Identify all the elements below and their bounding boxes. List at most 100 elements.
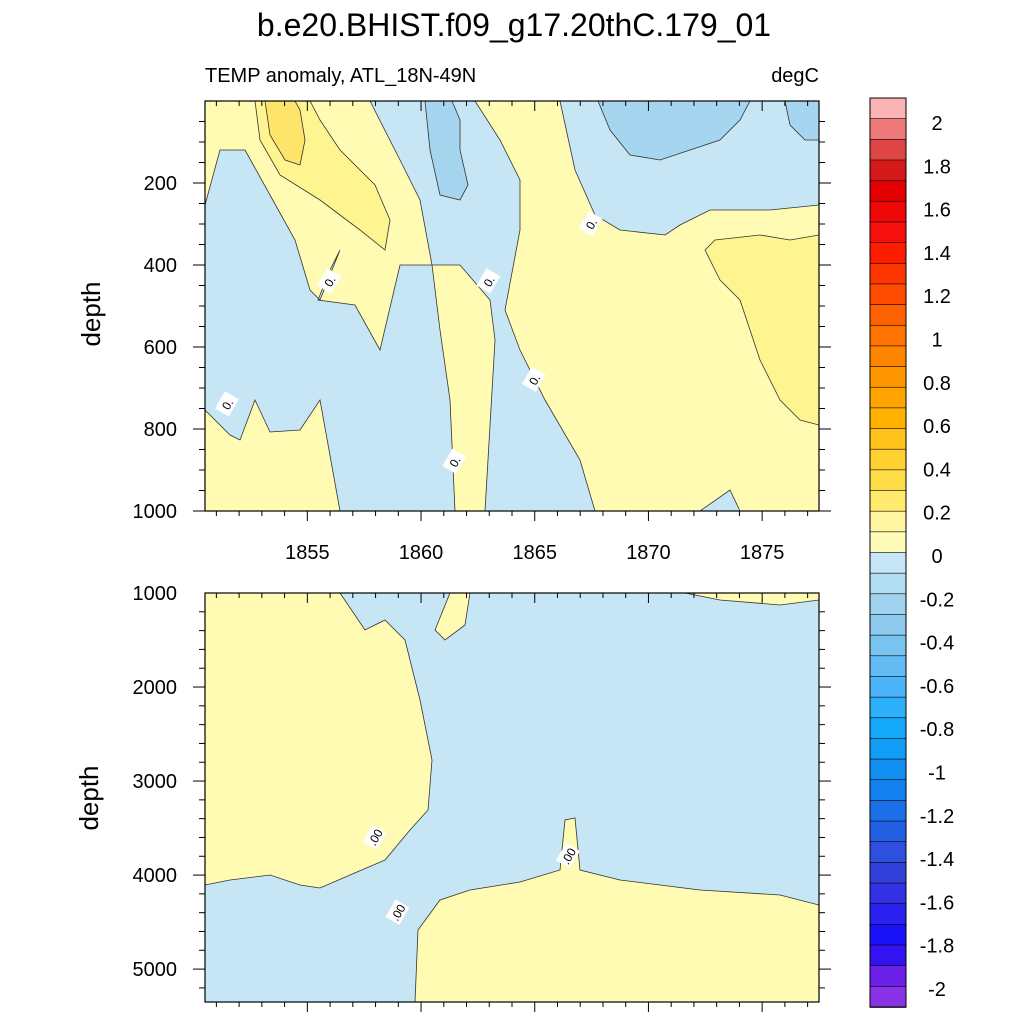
colorbar-cell (869, 593, 907, 616)
chart-subtitle-left: TEMP anomaly, ATL_18N-49N (205, 65, 476, 87)
colorbar-cell (869, 965, 907, 988)
lower-positive-region-east-top (595, 593, 819, 606)
upper-x-tick-label: 1855 (285, 542, 330, 564)
colorbar-label: -0.8 (920, 719, 954, 741)
upper-negative-mid-central (424, 101, 469, 201)
colorbar-cell (869, 366, 907, 389)
colorbar-cell (869, 469, 907, 492)
lower-y-tick-label: 1000 (133, 583, 178, 605)
upper-contour-label-box (214, 391, 239, 417)
lower-y-ticks: 1000 2000 3000 4000 5000 (133, 583, 831, 989)
colorbar-cell (869, 924, 907, 946)
upper-y-tick-label: 800 (144, 419, 177, 441)
colorbar-label: 1.8 (923, 156, 951, 178)
colorbar-label: 0.2 (923, 503, 951, 525)
colorbar-cell (869, 407, 907, 430)
colorbar-cell (869, 655, 907, 678)
colorbar-cell (869, 118, 907, 141)
upper-y-axis-label: depth (76, 281, 106, 346)
colorbar-label: 0.4 (923, 459, 951, 481)
upper-negative-region-west (205, 149, 456, 511)
lower-x-ticks (215, 593, 809, 1012)
colorbar-label: 0.6 (923, 416, 951, 438)
lower-y-axis-label: depth (74, 765, 104, 830)
colorbar-cell (869, 386, 907, 409)
chart-subtitle-right: degC (771, 65, 819, 87)
upper-x-tick-label: 1860 (399, 542, 444, 564)
colorbar-cell (869, 428, 907, 451)
colorbar-cell (869, 779, 907, 802)
colorbar-cell (869, 97, 907, 120)
colorbar-label: -0.4 (920, 633, 954, 655)
colorbar-label: -1.6 (920, 892, 954, 914)
upper-x-tick-label: 1865 (512, 542, 557, 564)
colorbar-cell (869, 242, 907, 265)
colorbar-label: 1 (931, 330, 942, 352)
upper-x-tick-label: 1875 (740, 542, 785, 564)
upper-negative-mid-east (597, 101, 751, 161)
colorbar-cell (869, 903, 907, 926)
upper-y-tick-label: 400 (144, 255, 177, 277)
colorbar-labels: 2 1.8 1.6 1.4 1.2 1 0.8 0.6 0.4 0.2 0 -0.2 -0.4 -0.6 -… (920, 113, 954, 1001)
colorbar-cell (869, 614, 907, 636)
colorbar-cell (869, 490, 907, 512)
colorbar-cell (869, 758, 907, 781)
colorbar-cell (869, 180, 907, 203)
colorbar-cell (869, 510, 907, 533)
colorbar-label: -2 (928, 979, 946, 1001)
upper-contour-labels: 0. 0.0.0.0.0. (214, 210, 603, 474)
upper-negative-bottom (699, 489, 741, 511)
colorbar-label: -1 (928, 763, 946, 785)
upper-y-tick-label: 600 (144, 337, 177, 359)
colorbar-label: 0 (931, 546, 942, 568)
colorbar-cell (869, 448, 907, 471)
lower-positive-region-notch (434, 593, 471, 641)
colorbar-cell (869, 283, 907, 306)
lower-y-tick-label: 2000 (133, 677, 178, 699)
colorbar-cell (869, 696, 907, 719)
colorbar-cell (869, 986, 907, 1008)
lower-positive-region-west (205, 593, 433, 889)
lower-panel: 1000 2000 3000 4000 5000 .00.00.00 (133, 583, 831, 1012)
upper-panel: 1855 1860 1865 1870 1875 200 400 600 800 1000 0.… (133, 100, 831, 564)
colorbar-cell (869, 738, 907, 760)
colorbar-label: -1.4 (920, 849, 954, 871)
upper-y-tick-label: 200 (144, 173, 177, 195)
colorbar-label: -1.8 (920, 936, 954, 958)
colorbar-cell (869, 676, 907, 698)
lower-positive-region-south (414, 817, 819, 1002)
upper-positive-strong-west (264, 101, 306, 166)
colorbar-cell (869, 200, 907, 223)
lower-y-tick-label: 4000 (133, 865, 178, 887)
upper-contour-label-box (317, 268, 342, 294)
lower-contour-label-box (556, 843, 580, 869)
colorbar-cell (869, 531, 907, 554)
colorbar-label: -0.6 (920, 676, 954, 698)
colorbar-cell (869, 944, 907, 967)
upper-y-tick-label: 1000 (133, 501, 178, 523)
upper-contour-label-box (476, 268, 501, 294)
colorbar-cell (869, 221, 907, 244)
upper-contour-label-box (578, 210, 603, 237)
colorbar-cell (869, 159, 907, 182)
colorbar-label: -1.2 (920, 806, 954, 828)
colorbar-label: 0.8 (923, 373, 951, 395)
lower-contour-label-box (385, 899, 410, 925)
lower-y-tick-label: 3000 (133, 771, 178, 793)
colorbar-cell (869, 572, 907, 595)
colorbar (869, 97, 907, 1008)
colorbar-label: 1.4 (923, 243, 951, 265)
colorbar-label: 1.2 (923, 286, 951, 308)
upper-negative-region-central (369, 101, 596, 511)
colorbar-cell (869, 345, 907, 368)
upper-contour-label-box (442, 448, 467, 474)
colorbar-cell (869, 820, 907, 843)
upper-contour-label-box (521, 366, 546, 392)
colorbar-cell (869, 552, 907, 574)
upper-positive-mid-east (704, 234, 819, 426)
colorbar-cell (869, 800, 907, 822)
colorbar-cell (869, 324, 907, 347)
colorbar-cell (869, 262, 907, 285)
colorbar-cell (869, 841, 907, 864)
